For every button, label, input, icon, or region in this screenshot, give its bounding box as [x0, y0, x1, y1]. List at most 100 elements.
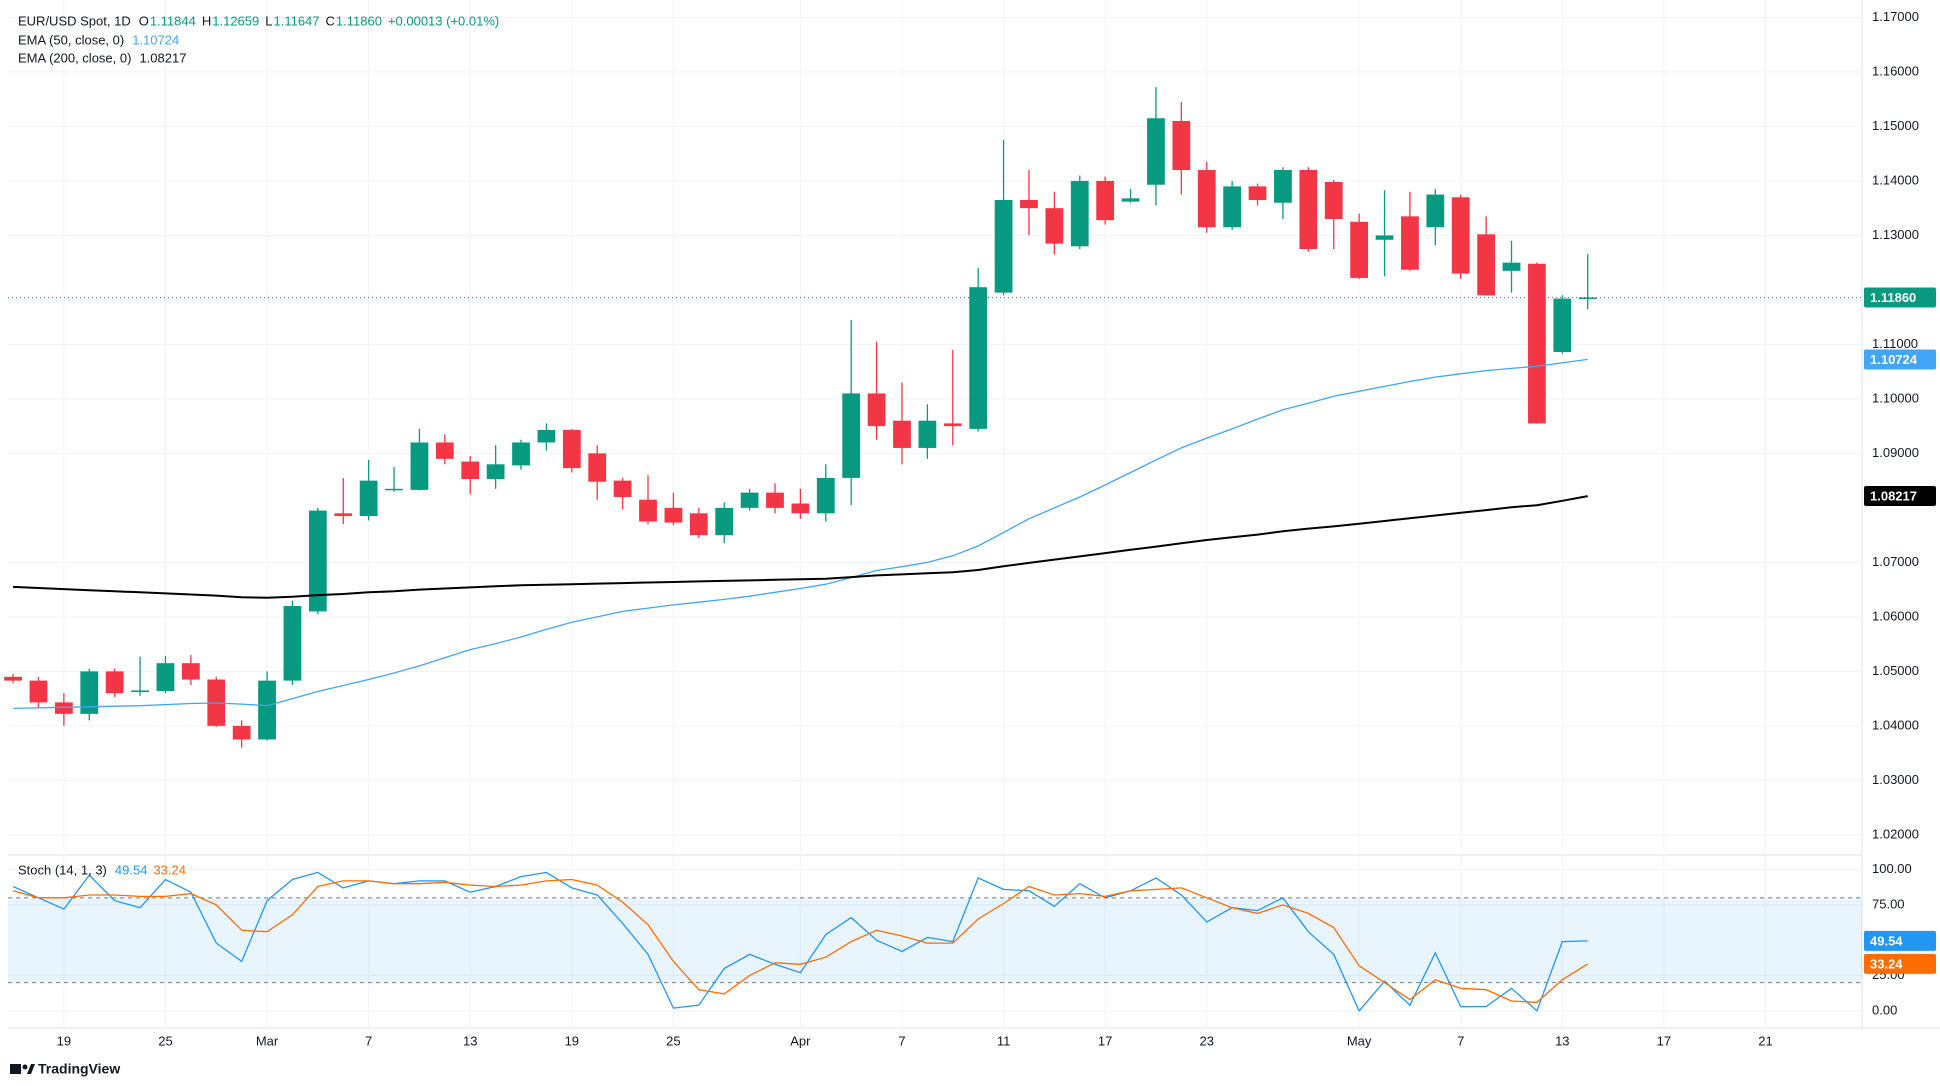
brand-name: TradingView [38, 1061, 120, 1077]
y-tick-label: 1.06000 [1872, 608, 1919, 623]
candle-body [562, 429, 581, 469]
indicator-line [13, 358, 1588, 710]
price-badge-label: 1.10724 [1870, 352, 1918, 367]
candle-body [740, 492, 759, 508]
price-badge [1864, 953, 1936, 974]
x-tick-label: 19 [57, 1033, 71, 1048]
candle-body [1451, 197, 1470, 274]
x-tick-label: 13 [463, 1033, 477, 1048]
candle-body [461, 461, 480, 479]
legend-text: H [202, 13, 211, 28]
legend-text: 1.11647 [273, 13, 319, 28]
candle-body [918, 420, 937, 448]
logo-mark [22, 1064, 28, 1070]
candle-body [435, 442, 454, 459]
y-tick-label: 1.11000 [1872, 336, 1918, 351]
y-tick-label: 1.10000 [1872, 390, 1919, 405]
x-tick-label: 11 [997, 1033, 1011, 1048]
price-badge-label: 49.54 [1870, 933, 1903, 948]
candle-body [1121, 198, 1140, 202]
candle-body [4, 676, 22, 681]
candle-body [1401, 216, 1419, 270]
candle-body [181, 663, 200, 680]
candle-body [1172, 120, 1191, 171]
candle-body [791, 503, 810, 514]
candle-body [1147, 118, 1165, 185]
candle-body [308, 510, 327, 612]
candle-body [537, 429, 556, 443]
x-tick-label: Apr [790, 1033, 811, 1048]
y-tick-label: 1.07000 [1872, 554, 1919, 569]
candle-body [893, 420, 911, 448]
candle-body [1350, 221, 1369, 278]
y-tick-label: 100.00 [1872, 861, 1912, 876]
legend-text: EMA (200, close, 0) [18, 50, 131, 65]
candle-body [232, 725, 251, 740]
candle-body [1502, 262, 1521, 271]
legend-text: 1.11860 [336, 13, 382, 28]
y-tick-label: 1.03000 [1872, 772, 1919, 787]
candle-body [816, 477, 835, 514]
legend-text: 33.24 [153, 862, 186, 877]
x-tick-label: 21 [1758, 1033, 1772, 1048]
candle-body [1274, 170, 1292, 203]
legend-text: Stoch (14, 1, 3) [18, 862, 107, 877]
candle-body [715, 507, 734, 536]
candle-body [943, 423, 962, 427]
x-tick-label: 23 [1200, 1033, 1214, 1048]
candle-body [766, 492, 784, 508]
candle-body [994, 199, 1013, 293]
y-tick-label: 1.09000 [1872, 445, 1919, 460]
x-tick-label: May [1347, 1033, 1372, 1048]
x-tick-label: 7 [898, 1033, 905, 1048]
y-tick-label: 1.16000 [1872, 63, 1919, 78]
indicator-line [12, 871, 1588, 1013]
candle-body [54, 702, 73, 714]
candle-body [639, 499, 657, 522]
y-tick-label: 0.00 [1872, 1002, 1897, 1017]
price-badge-label: 33.24 [1870, 956, 1903, 971]
legend-text: C [326, 13, 335, 28]
y-tick-label: 1.17000 [1872, 9, 1919, 24]
y-tick-label: 1.04000 [1872, 717, 1919, 732]
plot-area [4, 0, 1862, 1027]
candle-body [1553, 298, 1572, 353]
x-tick-label: 25 [158, 1033, 172, 1048]
candle-body [1426, 194, 1445, 228]
candle-body [1299, 170, 1318, 250]
candle-body [613, 480, 632, 497]
candle-body [1045, 208, 1064, 244]
candle-body [512, 442, 530, 466]
legend-text: O [139, 13, 149, 28]
indicator-line [13, 495, 1588, 599]
candle-body [867, 393, 886, 427]
candle-body [1375, 235, 1394, 240]
legend-text: 1.11844 [150, 13, 196, 28]
y-tick-label: 1.05000 [1872, 663, 1919, 678]
candle-body [689, 513, 708, 536]
x-tick-label: 19 [565, 1033, 579, 1048]
y-tick-label: 1.13000 [1872, 227, 1919, 242]
legend-text: 1.08217 [139, 50, 186, 65]
x-tick-label: 7 [1457, 1033, 1464, 1048]
candle-body [334, 513, 353, 517]
price-badge-label: 1.11860 [1870, 290, 1916, 305]
legend-text: EUR/USD Spot, 1D [18, 13, 131, 28]
logo-mark [27, 1064, 35, 1074]
y-tick-label: 1.02000 [1872, 826, 1919, 841]
candle-body [1223, 186, 1242, 228]
candle-body [80, 671, 99, 714]
price-badge [1864, 930, 1936, 951]
legend-text: L [265, 13, 272, 28]
band-fill [8, 897, 1862, 983]
y-tick-label: 75.00 [1872, 896, 1905, 911]
legend-text: +0.00013 (+0.01%) [388, 13, 499, 28]
price-badge [1864, 486, 1936, 507]
x-tick-label: 7 [365, 1033, 372, 1048]
y-tick-label: 1.15000 [1872, 118, 1919, 133]
candle-body [1096, 180, 1115, 221]
price-badge [1864, 287, 1936, 308]
candle-body [1477, 234, 1496, 296]
overlay: 19 25 Mar 7 13 19 25 Apr 7 11 17 23 May 7 13 17 21 1.1700… [18, 9, 1936, 1048]
